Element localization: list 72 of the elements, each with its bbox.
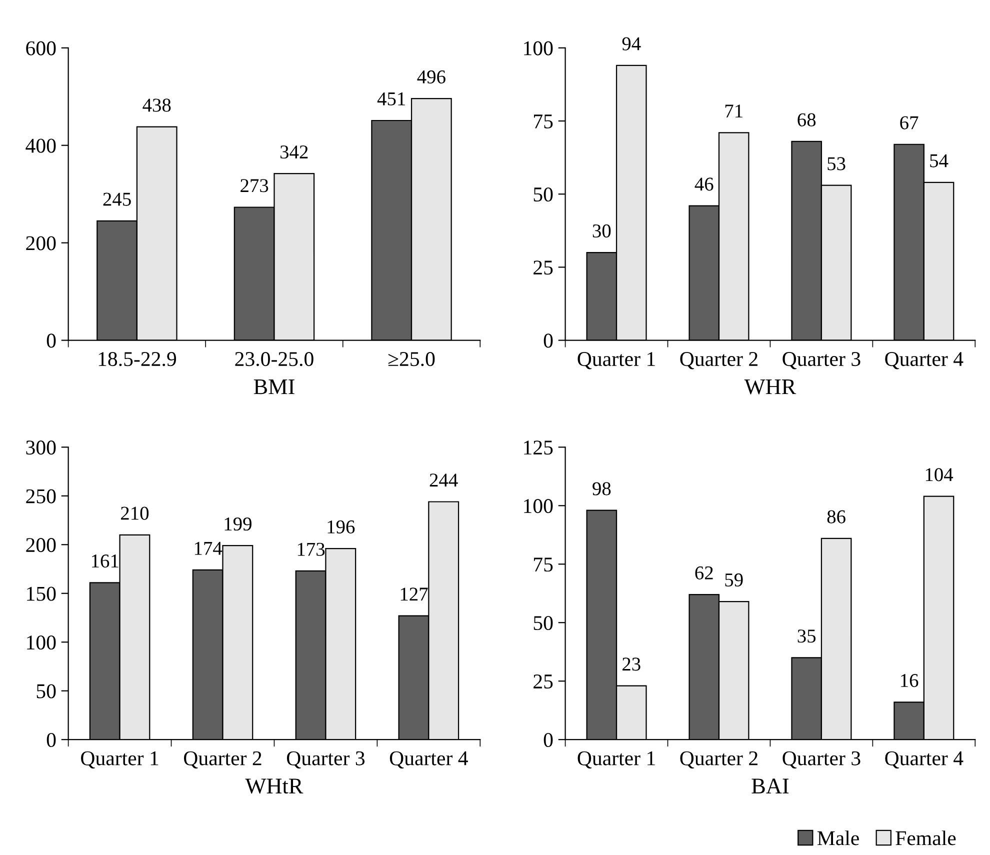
x-tick-label: Quarter 4 bbox=[885, 352, 964, 370]
x-tick-label: Quarter 3 bbox=[286, 751, 365, 769]
y-tick-label: 600 bbox=[26, 41, 56, 56]
data-label: 244 bbox=[430, 474, 458, 486]
y-tick-label: 300 bbox=[26, 440, 56, 455]
data-label: 199 bbox=[224, 517, 252, 531]
data-label: 196 bbox=[328, 520, 355, 534]
data-label: 104 bbox=[926, 468, 954, 482]
data-label: 496 bbox=[417, 70, 446, 84]
data-label: 71 bbox=[725, 104, 742, 118]
y-tick-label: 100 bbox=[524, 41, 553, 56]
y-tick-label: 200 bbox=[26, 236, 56, 250]
data-label: 46 bbox=[694, 178, 714, 191]
data-label: 30 bbox=[592, 224, 611, 238]
data-label: 210 bbox=[120, 506, 149, 520]
x-tick-label: ≥25.0 bbox=[388, 352, 435, 366]
legend-label: Male bbox=[817, 830, 859, 846]
y-tick-label: 75 bbox=[534, 558, 553, 572]
data-label: 273 bbox=[240, 179, 268, 192]
x-tick-label: Quarter 1 bbox=[578, 751, 655, 769]
x-tick-label: Quarter 2 bbox=[680, 751, 758, 769]
y-tick-label: 0 bbox=[46, 732, 56, 748]
data-label: 23 bbox=[622, 658, 640, 671]
data-label: 98 bbox=[592, 482, 611, 496]
x-tick-label: 23.0-25.0 bbox=[235, 352, 314, 366]
y-tick-label: 250 bbox=[26, 489, 56, 504]
y-tick-label: 200 bbox=[26, 538, 56, 552]
y-tick-label: 0 bbox=[544, 334, 553, 348]
data-label: 127 bbox=[400, 588, 428, 601]
data-label: 54 bbox=[930, 154, 948, 168]
data-label: 53 bbox=[828, 157, 846, 170]
data-label: 67 bbox=[900, 116, 918, 130]
data-label: 62 bbox=[695, 566, 713, 580]
x-tick-label: Quarter 3 bbox=[782, 751, 860, 769]
y-tick-label: 75 bbox=[534, 114, 553, 128]
x-tick-label: Quarter 1 bbox=[578, 352, 655, 370]
y-tick-label: 0 bbox=[544, 732, 553, 748]
x-axis-title: BMI bbox=[254, 379, 294, 394]
x-axis-title: WHR bbox=[744, 379, 796, 394]
y-tick-label: 0 bbox=[46, 334, 56, 348]
data-label: 94 bbox=[622, 37, 641, 50]
data-label: 35 bbox=[798, 630, 816, 643]
y-tick-label: 100 bbox=[27, 635, 56, 650]
data-label: 173 bbox=[298, 542, 325, 556]
y-tick-label: 400 bbox=[26, 138, 56, 153]
x-tick-label: 18.5-22.9 bbox=[98, 352, 176, 366]
legend-label: Female bbox=[896, 830, 956, 846]
data-label: 342 bbox=[280, 145, 308, 159]
x-axis-title: WHtR bbox=[245, 778, 304, 794]
x-tick-label: Quarter 4 bbox=[390, 751, 468, 769]
y-tick-label: 100 bbox=[524, 499, 553, 514]
y-tick-label: 125 bbox=[524, 440, 553, 455]
y-tick-label: 50 bbox=[534, 187, 553, 202]
y-tick-label: 25 bbox=[534, 674, 553, 689]
y-tick-label: 50 bbox=[534, 616, 553, 630]
x-tick-label: Quarter 4 bbox=[885, 751, 964, 769]
x-tick-label: Quarter 1 bbox=[81, 751, 158, 769]
data-label: 438 bbox=[142, 98, 171, 112]
data-label: 68 bbox=[798, 113, 816, 126]
data-label: 451 bbox=[377, 92, 406, 106]
x-tick-label: Quarter 3 bbox=[782, 352, 860, 370]
y-tick-label: 25 bbox=[534, 260, 553, 275]
data-label: 161 bbox=[92, 554, 118, 568]
y-tick-label: 150 bbox=[27, 586, 56, 601]
data-label: 16 bbox=[901, 674, 918, 688]
x-axis-title: BAI bbox=[752, 778, 789, 794]
y-tick-label: 50 bbox=[36, 684, 56, 698]
data-label: 86 bbox=[827, 510, 846, 524]
x-tick-label: Quarter 2 bbox=[184, 751, 262, 769]
x-tick-label: Quarter 2 bbox=[680, 352, 758, 370]
data-label: 245 bbox=[103, 192, 131, 206]
data-label: 59 bbox=[725, 573, 743, 586]
